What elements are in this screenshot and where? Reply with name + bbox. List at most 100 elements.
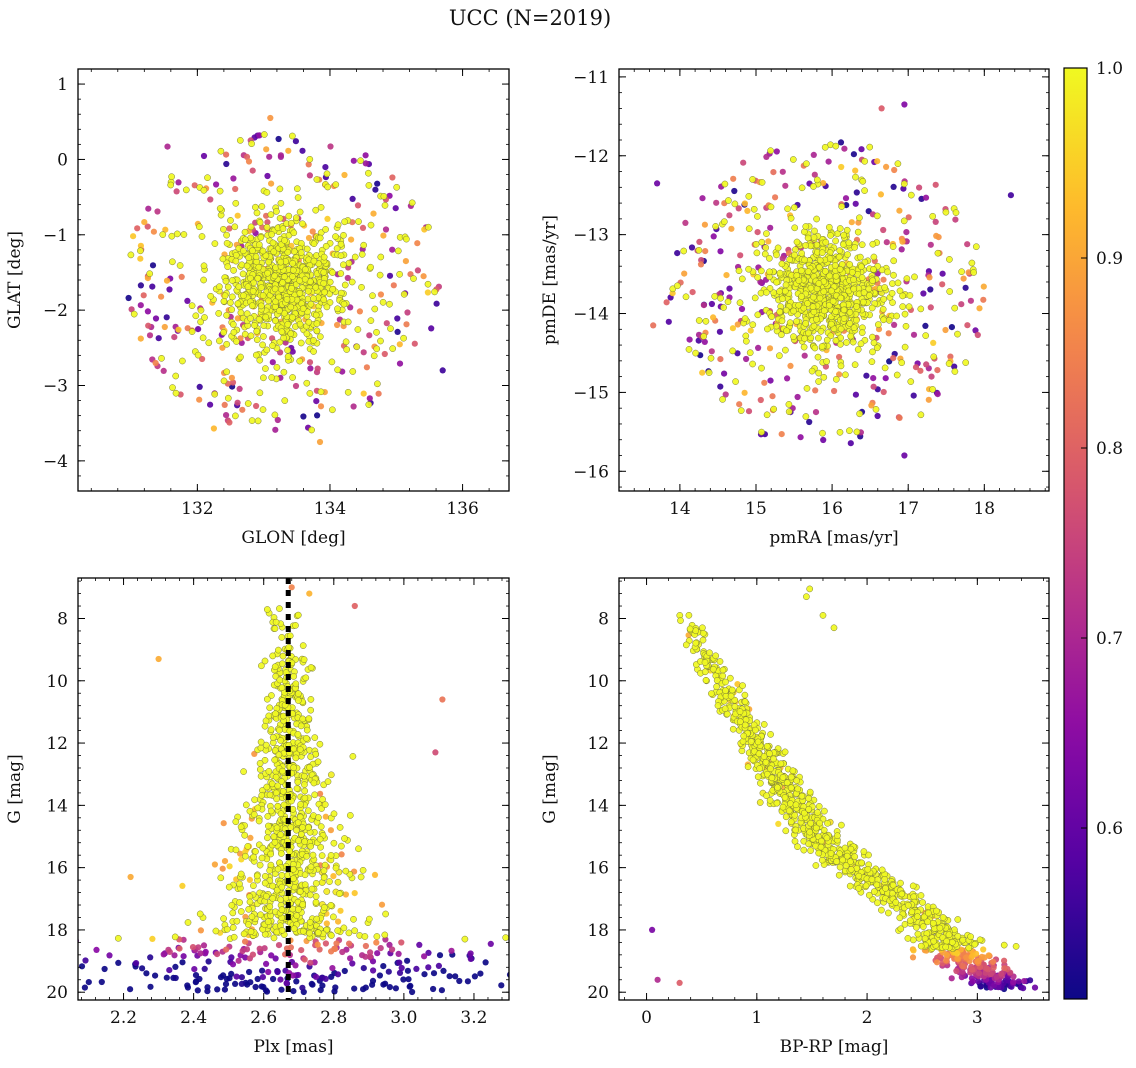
data-point (741, 698, 749, 706)
data-point (815, 334, 822, 342)
data-point (195, 223, 203, 231)
data-point (272, 773, 280, 781)
data-point (143, 970, 150, 977)
data-point (781, 794, 789, 801)
data-point (832, 308, 840, 315)
data-point (899, 238, 906, 245)
data-point (710, 314, 717, 321)
data-point (191, 966, 198, 973)
data-point (767, 203, 775, 211)
data-point (253, 327, 261, 335)
data-point (276, 185, 284, 193)
data-point (810, 183, 817, 190)
data-point (805, 329, 812, 337)
data-point (195, 326, 202, 333)
data-point (416, 941, 423, 949)
data-point (865, 891, 873, 899)
data-point (278, 778, 285, 785)
data-point (802, 242, 810, 249)
data-point (223, 151, 230, 158)
data-point (275, 293, 283, 301)
data-point (934, 249, 942, 257)
data-point (254, 417, 262, 425)
data-point (307, 959, 314, 966)
data-point (233, 973, 240, 980)
data-point (324, 215, 331, 222)
data-point (836, 247, 844, 254)
data-point (305, 234, 313, 242)
data-point (682, 641, 690, 649)
data-point (21, 981, 27, 987)
data-point (284, 321, 292, 328)
data-point (506, 971, 509, 978)
data-point (754, 229, 761, 236)
data-point (283, 980, 290, 987)
data-point (899, 292, 906, 300)
data-point (366, 332, 373, 339)
data-point (381, 202, 389, 209)
data-point (374, 180, 381, 187)
data-point (836, 863, 844, 871)
data-point (910, 392, 917, 399)
data-point (197, 927, 204, 934)
data-point (280, 368, 288, 376)
data-point (264, 172, 271, 180)
data-point (344, 274, 351, 282)
data-point (791, 837, 799, 845)
data-point (794, 843, 801, 851)
data-point (152, 972, 159, 979)
data-point (714, 702, 722, 709)
data-point (232, 980, 239, 988)
data-point (1015, 978, 1022, 985)
data-point (818, 249, 826, 257)
data-point (400, 334, 407, 342)
data-point (811, 344, 819, 352)
data-point (385, 968, 392, 975)
data-point (739, 682, 746, 689)
data-point (745, 192, 753, 200)
data-point (367, 221, 375, 229)
data-point (324, 778, 332, 785)
data-point (240, 768, 247, 775)
data-point (846, 858, 854, 866)
data-point (223, 311, 230, 319)
data-point (386, 941, 393, 949)
data-point (755, 344, 762, 351)
data-point (275, 646, 282, 654)
data-point (370, 210, 377, 217)
data-point (386, 272, 394, 279)
data-point (169, 384, 176, 391)
data-point (269, 342, 276, 350)
data-point (362, 152, 369, 159)
data-point (357, 873, 365, 881)
data-point (717, 356, 724, 363)
x-tick-label: 2.4 (180, 1008, 207, 1028)
data-point (890, 257, 898, 265)
data-point (220, 225, 227, 233)
data-point (200, 186, 208, 194)
data-point (292, 382, 300, 390)
data-point (821, 143, 829, 151)
data-point (346, 812, 354, 819)
data-point (814, 809, 821, 816)
data-point (932, 181, 939, 188)
data-point (160, 951, 167, 958)
data-point (211, 861, 218, 868)
data-point (289, 374, 296, 381)
data-point (269, 895, 277, 902)
data-point (245, 921, 252, 928)
data-point (763, 230, 770, 237)
data-point (692, 627, 700, 635)
data-point (787, 773, 795, 781)
data-point (267, 211, 275, 218)
data-point (701, 221, 709, 228)
data-point (403, 235, 410, 243)
data-point (246, 876, 253, 884)
data-point (306, 172, 313, 179)
data-point (271, 756, 279, 764)
data-point (438, 987, 445, 994)
data-point (266, 791, 274, 799)
data-point (204, 984, 211, 991)
data-point (278, 927, 286, 934)
data-point (229, 293, 236, 301)
